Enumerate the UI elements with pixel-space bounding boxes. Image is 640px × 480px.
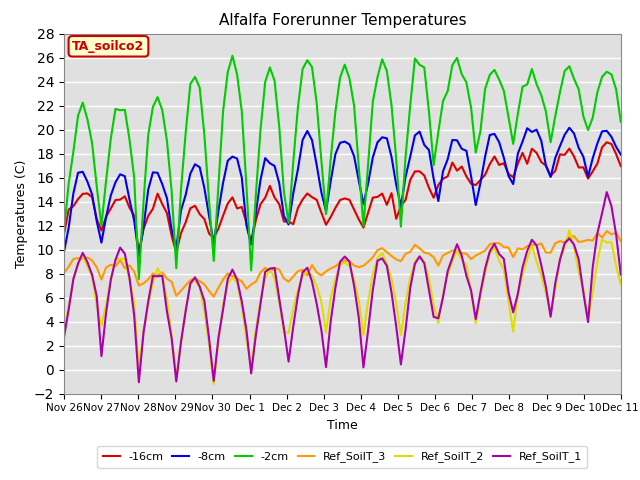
Line: Ref_SoilT_3: Ref_SoilT_3 (64, 231, 621, 297)
-8cm (214, 208, 222, 214)
-2cm (182, 130, 189, 136)
Ref_SoilT_3 (505, 245, 513, 251)
-2cm (214, 183, 222, 189)
Ref_SoilT_2 (210, 381, 218, 387)
Ref_SoilT_3 (210, 294, 218, 300)
-16cm (603, 139, 611, 145)
Ref_SoilT_1 (135, 379, 143, 385)
Ref_SoilT_2 (566, 227, 573, 233)
Line: -16cm: -16cm (64, 142, 621, 252)
-2cm (509, 141, 517, 147)
-8cm (617, 152, 625, 157)
-16cm (172, 250, 180, 255)
-16cm (374, 194, 381, 200)
-2cm (60, 228, 68, 234)
Text: TA_soilco2: TA_soilco2 (72, 40, 145, 53)
Ref_SoilT_1 (182, 308, 189, 314)
Ref_SoilT_1 (60, 335, 68, 340)
-16cm (617, 163, 625, 169)
Ref_SoilT_1 (449, 255, 456, 261)
Ref_SoilT_2 (505, 298, 513, 304)
X-axis label: Time: Time (327, 419, 358, 432)
Ref_SoilT_3 (607, 231, 615, 237)
-8cm (505, 173, 513, 179)
Ref_SoilT_1 (607, 203, 615, 209)
Ref_SoilT_3 (214, 285, 222, 290)
-8cm (135, 253, 143, 259)
Ref_SoilT_3 (374, 247, 381, 253)
Ref_SoilT_3 (177, 288, 185, 294)
-16cm (449, 160, 456, 166)
Legend: -16cm, -8cm, -2cm, Ref_SoilT_3, Ref_SoilT_2, Ref_SoilT_1: -16cm, -8cm, -2cm, Ref_SoilT_3, Ref_Soil… (97, 446, 588, 468)
Ref_SoilT_3 (60, 270, 68, 276)
Line: Ref_SoilT_1: Ref_SoilT_1 (64, 192, 621, 382)
-16cm (607, 141, 615, 147)
-8cm (182, 192, 189, 198)
Line: -2cm: -2cm (64, 56, 621, 279)
-2cm (135, 276, 143, 282)
Ref_SoilT_1 (374, 258, 381, 264)
-8cm (449, 137, 456, 143)
-2cm (607, 72, 615, 77)
Ref_SoilT_2 (607, 240, 615, 245)
-16cm (505, 171, 513, 177)
Y-axis label: Temperatures (C): Temperatures (C) (15, 159, 28, 268)
Ref_SoilT_2 (617, 281, 625, 287)
-2cm (378, 57, 386, 62)
-8cm (60, 249, 68, 255)
Ref_SoilT_2 (60, 327, 68, 333)
-16cm (182, 219, 189, 225)
Title: Alfalfa Forerunner Temperatures: Alfalfa Forerunner Temperatures (219, 13, 466, 28)
-16cm (60, 231, 68, 237)
Ref_SoilT_3 (617, 238, 625, 244)
Ref_SoilT_2 (449, 259, 456, 264)
Ref_SoilT_1 (617, 272, 625, 277)
Ref_SoilT_2 (177, 341, 185, 347)
Ref_SoilT_2 (374, 255, 381, 261)
Ref_SoilT_2 (214, 339, 222, 345)
-8cm (566, 125, 573, 131)
Line: Ref_SoilT_2: Ref_SoilT_2 (64, 230, 621, 384)
Ref_SoilT_1 (505, 289, 513, 295)
Ref_SoilT_3 (603, 228, 611, 234)
Ref_SoilT_3 (449, 248, 456, 253)
-16cm (214, 226, 222, 231)
-8cm (374, 139, 381, 145)
-8cm (607, 134, 615, 140)
-2cm (228, 53, 236, 59)
-2cm (617, 119, 625, 125)
Ref_SoilT_1 (214, 335, 222, 341)
Ref_SoilT_1 (603, 189, 611, 195)
-2cm (453, 55, 461, 61)
Line: -8cm: -8cm (64, 128, 621, 256)
